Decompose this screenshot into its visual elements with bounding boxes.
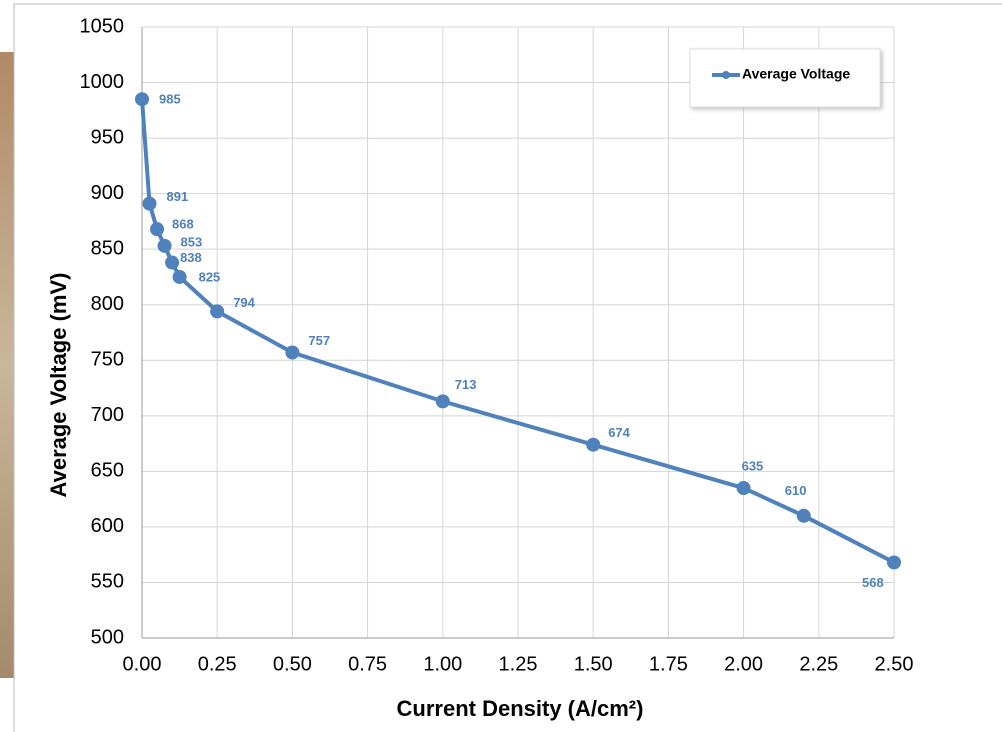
data-point bbox=[157, 238, 172, 253]
x-tick-label: 0.25 bbox=[198, 653, 237, 675]
data-point bbox=[285, 345, 300, 360]
y-axis-title: Average Voltage (mV) bbox=[46, 273, 71, 498]
x-tick-label: 0.00 bbox=[123, 653, 162, 675]
data-point bbox=[736, 481, 751, 496]
data-label: 985 bbox=[159, 92, 181, 107]
legend-label: Average Voltage bbox=[742, 66, 850, 82]
data-point bbox=[210, 304, 225, 319]
data-label: 868 bbox=[172, 217, 194, 232]
x-tick-label: 0.50 bbox=[273, 653, 312, 675]
x-tick-label: 1.75 bbox=[649, 653, 688, 675]
x-tick-label: 2.25 bbox=[799, 653, 838, 675]
data-point bbox=[796, 508, 811, 523]
data-label: 794 bbox=[233, 295, 255, 310]
y-tick-label: 800 bbox=[91, 293, 124, 315]
y-tick-label: 650 bbox=[91, 460, 124, 482]
data-label: 610 bbox=[785, 483, 807, 498]
y-tick-label: 1050 bbox=[80, 15, 125, 37]
y-tick-label: 850 bbox=[91, 237, 124, 259]
data-point bbox=[586, 437, 601, 452]
data-label: 757 bbox=[308, 333, 330, 348]
legend-box bbox=[689, 48, 881, 108]
data-label: 838 bbox=[180, 250, 202, 265]
data-label: 674 bbox=[608, 425, 630, 440]
x-tick-label: 1.00 bbox=[423, 653, 462, 675]
y-tick-label: 700 bbox=[91, 404, 124, 426]
x-tick-label: 1.25 bbox=[499, 653, 538, 675]
data-point bbox=[150, 222, 165, 237]
data-label: 713 bbox=[455, 377, 477, 392]
data-point bbox=[165, 255, 180, 270]
y-tick-label: 600 bbox=[91, 515, 124, 537]
y-tick-label: 550 bbox=[91, 571, 124, 593]
legend-marker bbox=[722, 71, 730, 79]
data-label: 891 bbox=[167, 189, 189, 204]
data-point bbox=[172, 269, 187, 284]
y-tick-label: 900 bbox=[91, 182, 124, 204]
data-point bbox=[135, 92, 149, 107]
y-tick-label: 750 bbox=[91, 349, 124, 371]
x-axis-title: Current Density (A/cm²) bbox=[397, 696, 644, 721]
x-tick-label: 2.50 bbox=[875, 653, 914, 675]
y-tick-label: 500 bbox=[91, 626, 124, 648]
data-point bbox=[887, 555, 901, 570]
data-label: 825 bbox=[199, 269, 221, 284]
y-tick-label: 950 bbox=[91, 126, 124, 148]
data-label: 853 bbox=[181, 234, 203, 249]
data-label: 568 bbox=[862, 575, 884, 590]
x-tick-label: 1.50 bbox=[574, 653, 613, 675]
background-photo bbox=[0, 52, 14, 678]
data-label: 635 bbox=[742, 458, 764, 473]
x-tick-label: 0.75 bbox=[348, 653, 387, 675]
y-tick-label: 1000 bbox=[80, 71, 125, 93]
x-tick-label: 2.00 bbox=[724, 653, 763, 675]
data-point bbox=[142, 196, 157, 211]
data-point bbox=[435, 394, 450, 409]
